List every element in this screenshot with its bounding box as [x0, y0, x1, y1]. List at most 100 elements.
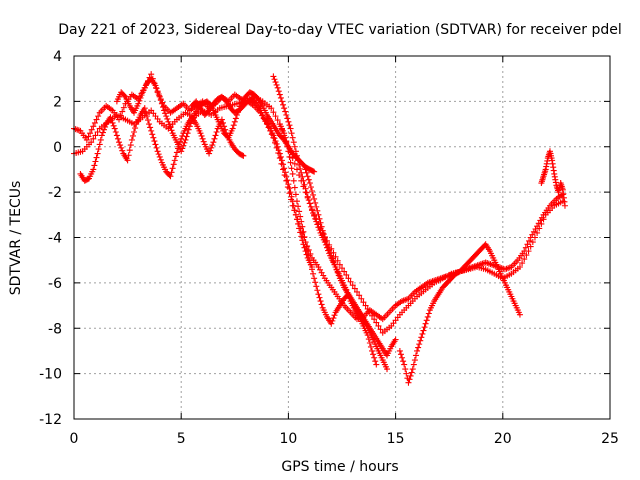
- data-point: [274, 117, 281, 124]
- data-point: [360, 299, 367, 306]
- grid-layer: [74, 56, 610, 419]
- data-point: [369, 347, 376, 354]
- data-point: [373, 361, 380, 368]
- data-point: [270, 132, 277, 139]
- data-point: [232, 115, 239, 122]
- data-point: [280, 101, 287, 108]
- data-point: [408, 369, 415, 376]
- data-point: [303, 169, 310, 176]
- data-point: [315, 291, 322, 298]
- data-point: [231, 118, 238, 125]
- data-point: [271, 135, 278, 142]
- data-point: [121, 92, 128, 99]
- data-point: [138, 92, 145, 99]
- data-point: [314, 207, 321, 214]
- y-tick-label: -12: [39, 412, 62, 428]
- data-point: [150, 134, 157, 141]
- data-point: [305, 176, 312, 183]
- data-point: [164, 115, 171, 122]
- x-tick-label: 15: [387, 431, 405, 447]
- data-point: [281, 165, 288, 172]
- data-point: [128, 136, 135, 143]
- data-point: [400, 358, 407, 365]
- data-point: [371, 316, 378, 323]
- data-point: [116, 139, 123, 146]
- data-point: [211, 135, 218, 142]
- data-point: [125, 152, 132, 159]
- data-point: [334, 269, 341, 276]
- data-point: [392, 336, 399, 343]
- data-point: [275, 147, 282, 154]
- data-point: [402, 366, 409, 373]
- data-point: [179, 132, 186, 139]
- data-point: [315, 224, 322, 231]
- data-point: [298, 218, 305, 225]
- data-point: [95, 146, 102, 153]
- data-point: [304, 173, 311, 180]
- data-point: [322, 237, 329, 244]
- series-trace-7: [77, 105, 247, 184]
- data-point: [126, 147, 133, 154]
- data-point: [287, 125, 294, 132]
- data-point: [148, 127, 155, 134]
- data-point: [92, 158, 99, 165]
- data-point: [312, 279, 319, 286]
- tick-layer: 0 5 10 15 20 25 -12 -10 -8 -6 -4 -2 0 2 4: [39, 49, 619, 447]
- data-point: [330, 258, 337, 265]
- data-point: [220, 119, 227, 126]
- data-point: [120, 104, 127, 111]
- data-point: [297, 165, 304, 172]
- data-point: [536, 225, 543, 232]
- data-point: [307, 184, 314, 191]
- data-point: [308, 207, 315, 214]
- data-point: [311, 195, 318, 202]
- data-point: [523, 252, 530, 259]
- data-point: [354, 288, 361, 295]
- data-point: [300, 228, 307, 235]
- data-point: [314, 287, 321, 294]
- data-point: [288, 130, 295, 137]
- data-point: [85, 133, 92, 140]
- data-point: [343, 271, 350, 278]
- data-point: [297, 229, 304, 236]
- x-tick-label: 20: [494, 431, 512, 447]
- data-point: [272, 79, 279, 86]
- data-point: [88, 126, 95, 133]
- data-point: [339, 265, 345, 272]
- data-point: [154, 88, 161, 95]
- data-point: [534, 229, 541, 236]
- data-point: [131, 129, 138, 136]
- data-point: [280, 161, 287, 168]
- data-point: [325, 244, 332, 251]
- data-point: [179, 145, 186, 152]
- data-point: [303, 251, 310, 258]
- y-tick-label: -4: [48, 231, 62, 247]
- data-point: [358, 295, 365, 302]
- data-point: [329, 255, 336, 262]
- data-point: [111, 125, 118, 132]
- data-point: [240, 152, 247, 159]
- data-point: [316, 215, 323, 222]
- data-point: [282, 169, 289, 176]
- data-point: [137, 94, 144, 101]
- data-point: [301, 181, 308, 188]
- data-point: [540, 216, 547, 223]
- data-point: [101, 126, 108, 133]
- data-point: [285, 181, 292, 188]
- data-point: [316, 294, 323, 301]
- data-point: [300, 177, 307, 184]
- data-point: [289, 198, 296, 205]
- data-point: [313, 218, 320, 225]
- data-point: [274, 143, 281, 150]
- data-point: [97, 136, 104, 143]
- data-point: [143, 113, 150, 120]
- data-point: [169, 165, 176, 172]
- data-point: [274, 84, 281, 91]
- data-point: [311, 275, 318, 282]
- data-point: [91, 162, 98, 169]
- data-point: [95, 113, 102, 120]
- data-point: [284, 177, 291, 184]
- data-point: [288, 165, 295, 172]
- data-point: [341, 268, 348, 275]
- data-point: [152, 141, 159, 148]
